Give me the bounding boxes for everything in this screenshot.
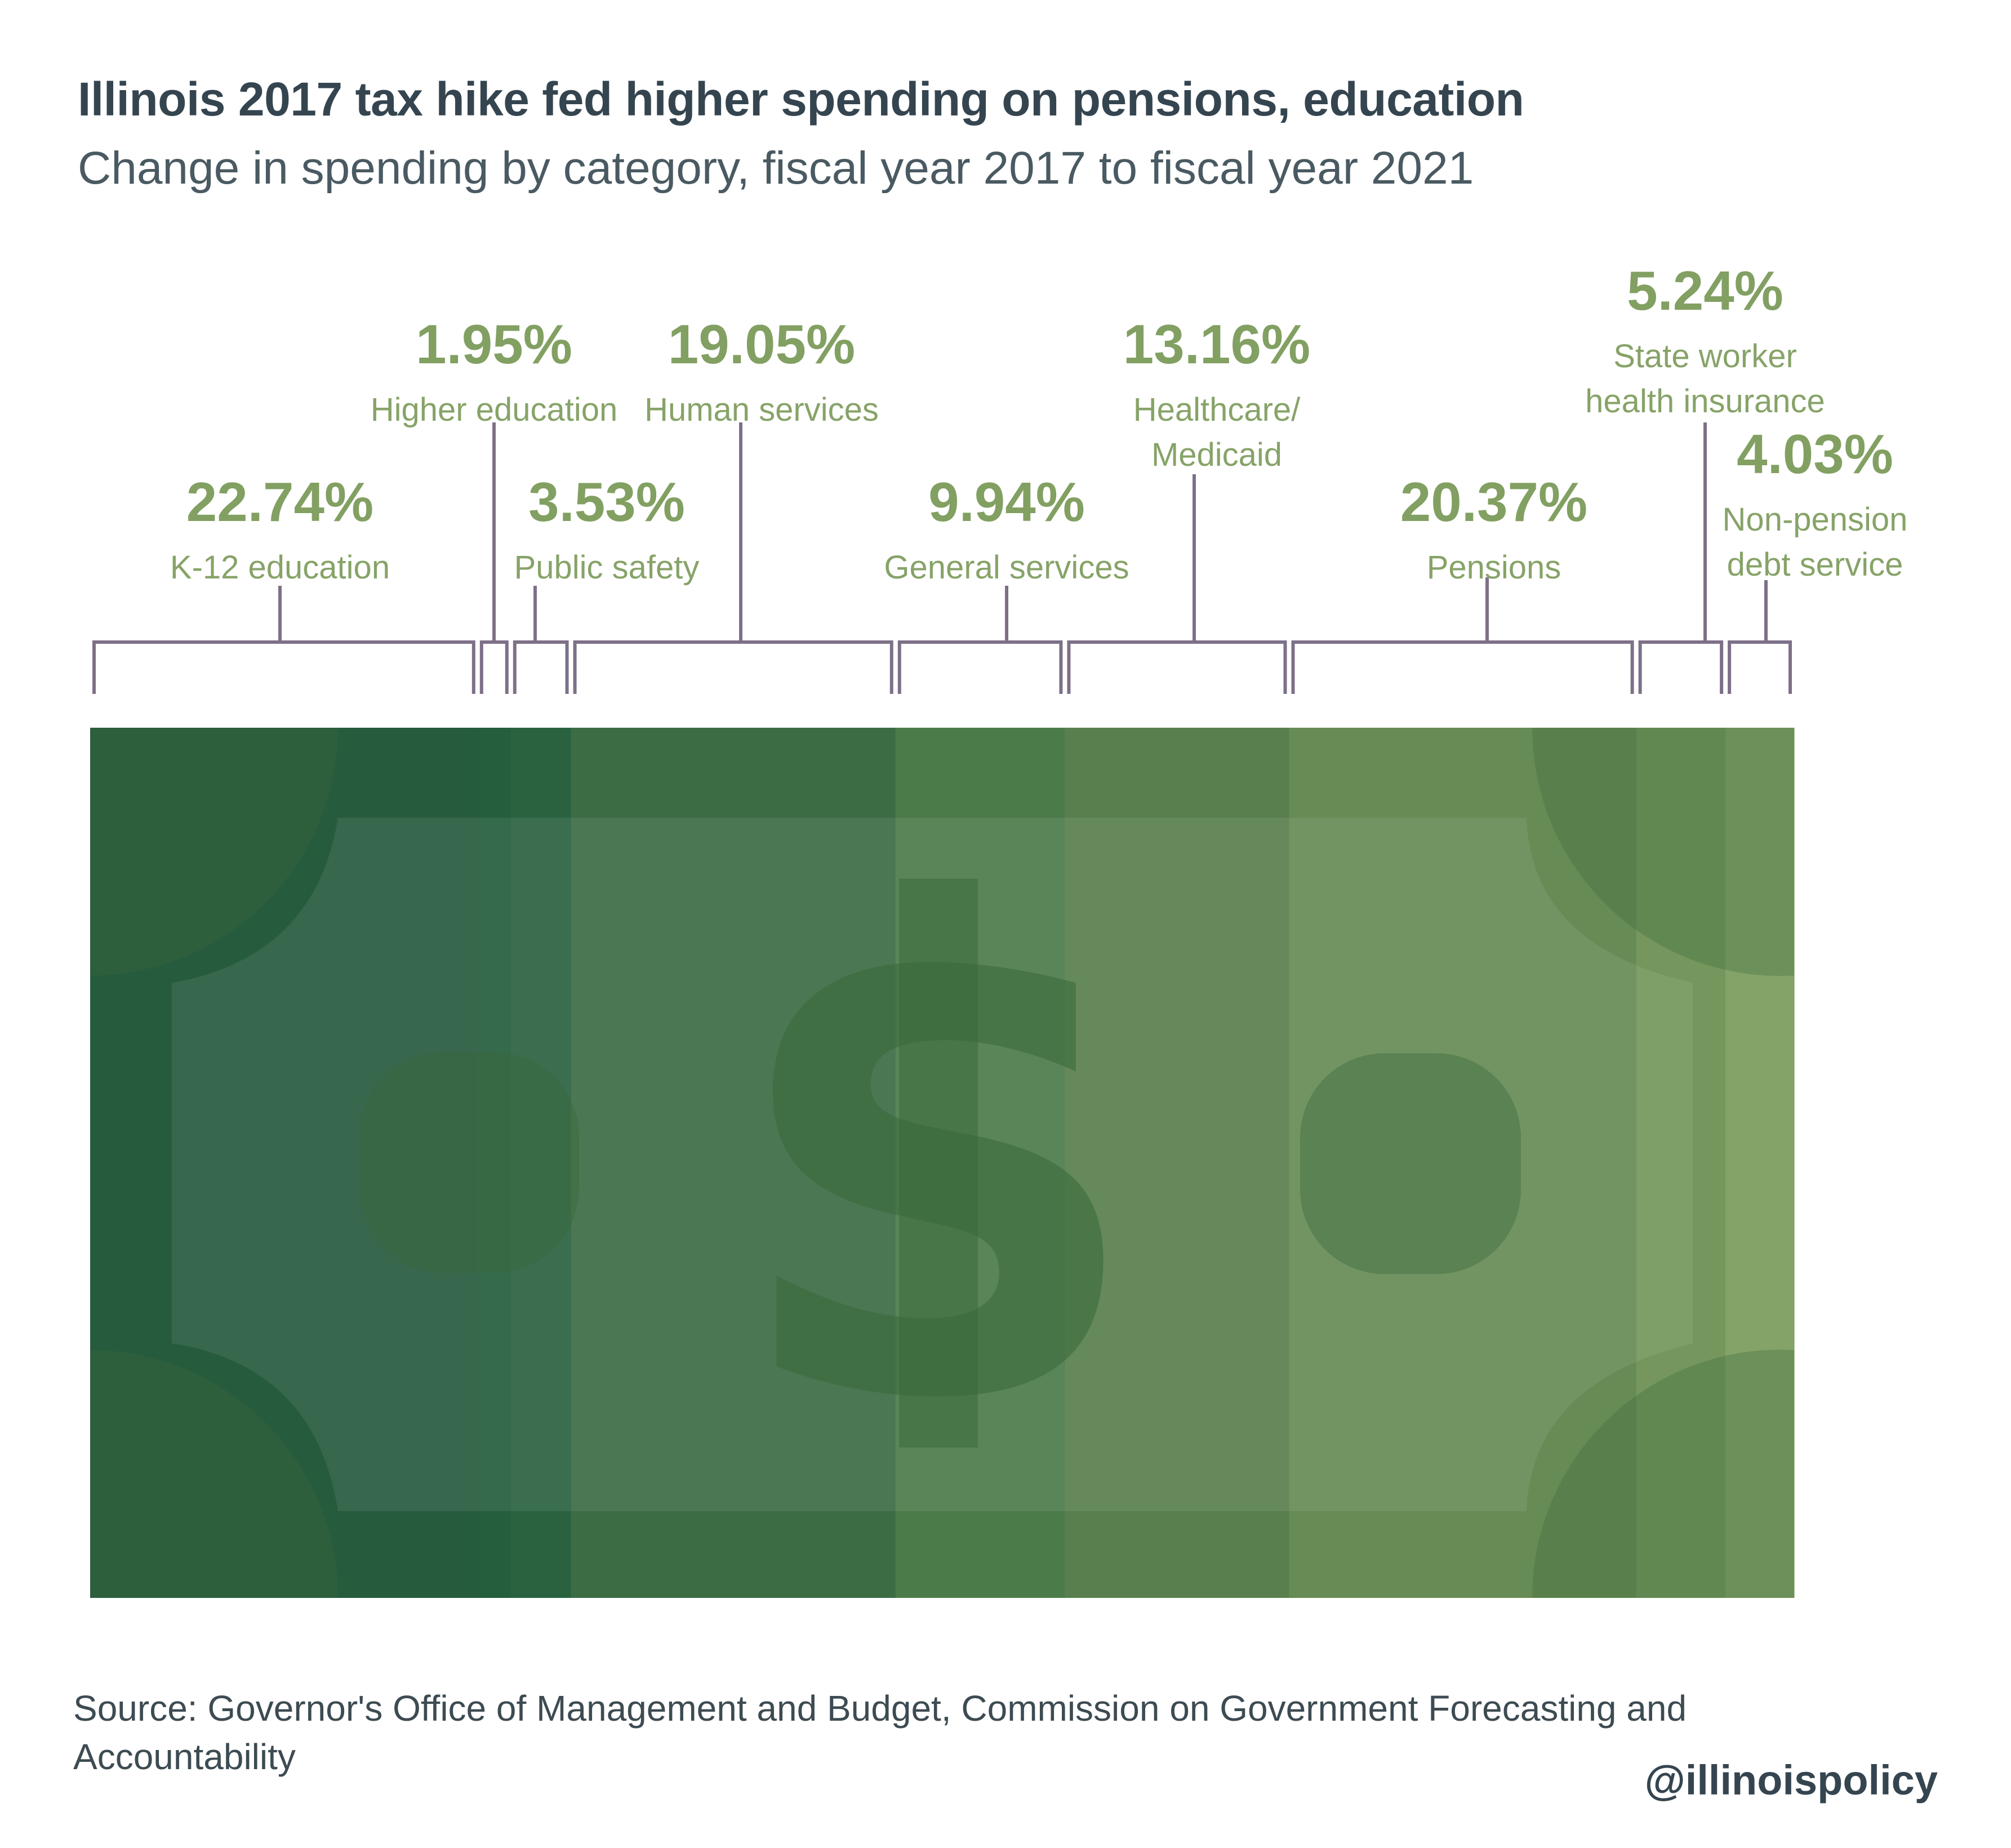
dollar-bill-icon: S <box>90 728 1794 1598</box>
bracket <box>1291 577 1634 694</box>
bill-corner <box>90 1350 338 1598</box>
bill-corner <box>1532 728 1794 976</box>
category-label: Higher education <box>371 391 618 428</box>
value-label: 1.95% <box>416 313 572 375</box>
source-note: Source: Governor's Office of Management … <box>73 1688 1687 1777</box>
bracket <box>1067 474 1287 694</box>
value-label: 19.05% <box>668 313 855 375</box>
bar-segment <box>510 728 572 1598</box>
value-label: 4.03% <box>1737 423 1893 485</box>
value-label: 5.24% <box>1627 260 1783 322</box>
value-label: 13.16% <box>1123 313 1310 375</box>
category-label: debt service <box>1727 546 1903 583</box>
category-label: General services <box>884 549 1129 586</box>
bar-segment <box>90 728 478 1598</box>
svg-text:S: S <box>732 855 1146 1524</box>
category-label: Non-pension <box>1723 501 1908 538</box>
bill-oval <box>1300 1053 1521 1274</box>
bill-corner <box>90 728 338 976</box>
value-label: 3.53% <box>528 471 685 533</box>
bar-segment <box>1289 728 1637 1598</box>
bracket <box>479 422 509 694</box>
bar-segment <box>571 728 896 1598</box>
bill-segments <box>90 728 1795 1598</box>
chart-subtitle: Change in spending by category, fiscal y… <box>78 143 1474 194</box>
bill-oval <box>359 1052 579 1273</box>
value-label: 20.37% <box>1400 471 1587 533</box>
bracket <box>573 422 893 694</box>
twitter-handle: @illinoispolicy <box>1644 1757 1938 1804</box>
bracket <box>1728 580 1792 694</box>
bar-segment <box>1725 728 1795 1598</box>
bar-segment <box>1636 728 1726 1598</box>
bracket <box>92 586 475 694</box>
category-label: health insurance <box>1585 383 1825 420</box>
category-label: Human services <box>644 391 879 428</box>
dollar-sign-icon: S <box>732 855 1146 1524</box>
bill-corner <box>1532 1350 1794 1598</box>
value-label: 9.94% <box>928 471 1085 533</box>
chart-title: Illinois 2017 tax hike fed higher spendi… <box>78 73 1524 126</box>
segment-labels: 22.74% K-12 education 1.95% Higher educatio… <box>170 260 1908 586</box>
category-label: Public safety <box>514 549 700 586</box>
value-label: 22.74% <box>186 471 373 533</box>
bar-segment <box>477 728 511 1598</box>
category-label: Pensions <box>1427 549 1561 586</box>
brackets <box>92 422 1792 694</box>
bracket <box>897 586 1063 694</box>
category-label: State worker <box>1613 338 1797 375</box>
category-label: K-12 education <box>170 549 390 586</box>
category-label: Healthcare/ <box>1133 391 1301 428</box>
bracket <box>513 586 569 694</box>
category-label: Medicaid <box>1151 437 1282 473</box>
bar-segment <box>1065 728 1290 1598</box>
bracket <box>1638 422 1724 694</box>
